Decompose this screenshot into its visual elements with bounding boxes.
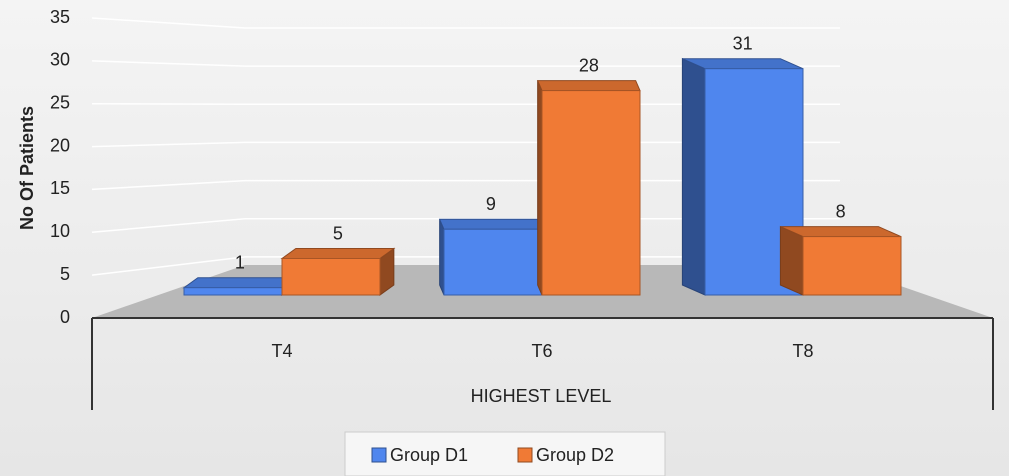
bar-top <box>682 58 804 70</box>
bar-side <box>779 225 804 296</box>
legend-swatch <box>371 447 387 463</box>
bar-front <box>541 90 641 296</box>
grid-line <box>91 17 840 29</box>
y-tick-label: 20 <box>50 135 70 155</box>
bar-side <box>439 219 445 296</box>
bar-top <box>536 80 641 92</box>
x-tick-label: T6 <box>531 341 552 361</box>
bar <box>536 80 641 296</box>
grid-line <box>91 60 840 67</box>
data-label: 9 <box>486 194 496 214</box>
bar-top <box>182 277 298 289</box>
bar <box>280 247 396 296</box>
bar-front <box>281 258 381 296</box>
legend-label: Group D1 <box>390 445 468 465</box>
bar-top <box>780 226 902 238</box>
grid-line <box>91 179 840 191</box>
bar-side <box>537 80 543 296</box>
grid-line <box>91 141 840 148</box>
bar-front <box>183 287 283 296</box>
data-label: 31 <box>733 33 753 53</box>
y-tick-label: 35 <box>50 7 70 27</box>
bar <box>438 218 543 296</box>
grid-line <box>91 256 840 276</box>
bar-top <box>438 218 543 230</box>
y-axis-label: No Of Patients <box>17 106 37 230</box>
x-axis-label: HIGHEST LEVEL <box>471 386 612 406</box>
bar-front <box>443 228 543 296</box>
legend-label: Group D2 <box>536 445 614 465</box>
data-label: 1 <box>235 252 245 272</box>
x-tick-label: T4 <box>271 341 292 361</box>
y-tick-label: 10 <box>50 221 70 241</box>
bar-front <box>802 236 902 296</box>
grid-line <box>91 102 840 106</box>
bar-top <box>280 248 396 259</box>
y-tick-label: 5 <box>60 264 70 284</box>
grid-line <box>91 217 840 234</box>
y-tick-label: 15 <box>50 178 70 198</box>
x-tick-label: T8 <box>792 341 813 361</box>
data-label: 28 <box>579 55 599 75</box>
data-label: 5 <box>333 223 343 243</box>
legend-swatch <box>517 447 533 463</box>
data-label: 8 <box>836 201 846 221</box>
bar <box>779 225 902 296</box>
bar-side <box>681 57 706 296</box>
y-tick-label: 30 <box>50 50 70 70</box>
axis-frame <box>91 317 994 410</box>
y-tick-label: 25 <box>50 92 70 112</box>
y-tick-label: 0 <box>60 307 70 327</box>
bar <box>182 276 298 296</box>
legend-box <box>344 431 666 476</box>
